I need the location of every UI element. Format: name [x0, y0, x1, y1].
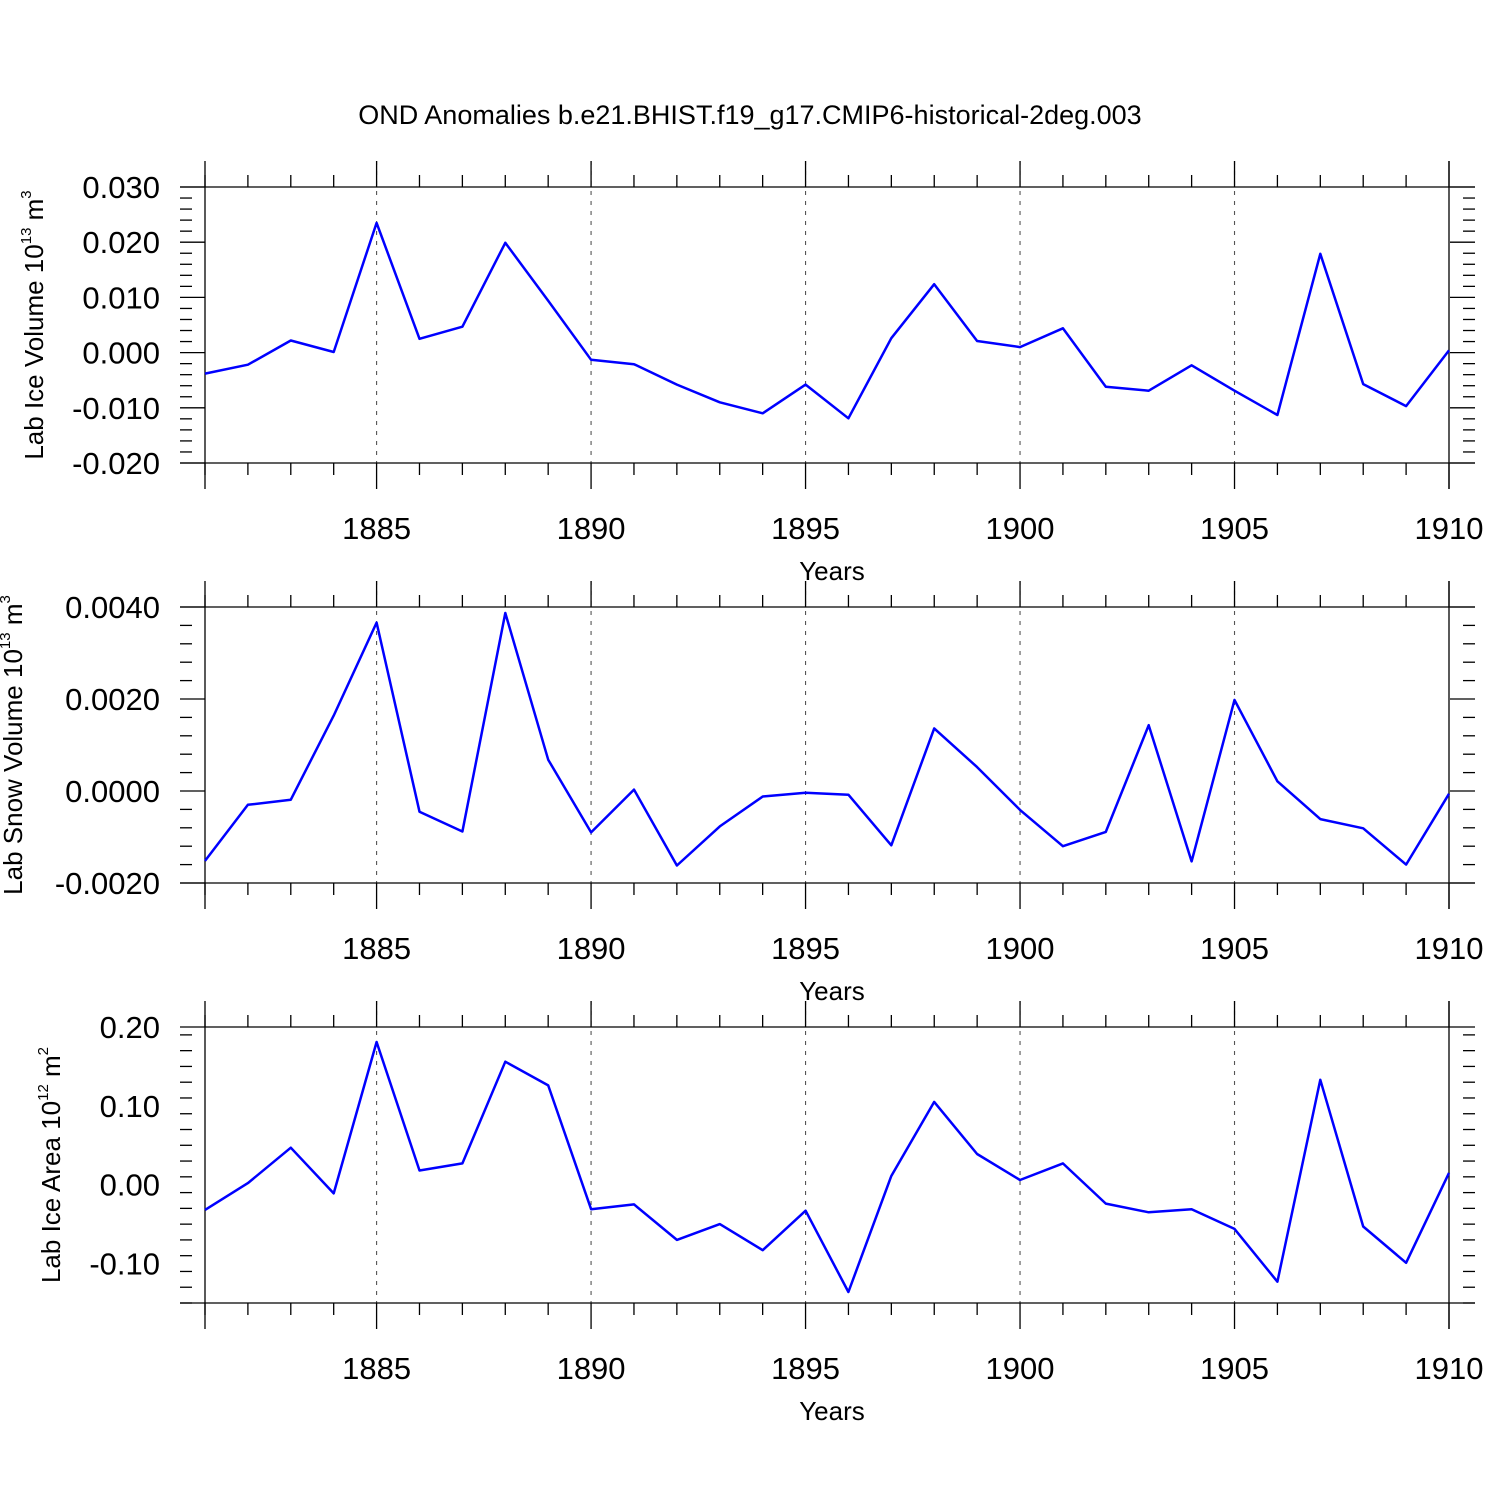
x-tick-label: 1895	[771, 1351, 840, 1386]
x-tick-label: 1885	[342, 1351, 411, 1386]
y-tick-label: 0.0020	[65, 682, 160, 717]
chart-panel-1: 0.030 0.020 0.010 0.000 -0.010 -0.020 1885 1890…	[18, 161, 1483, 586]
y-tick-label: 0.10	[100, 1089, 160, 1124]
y-tick-label: 0.00	[100, 1168, 160, 1203]
x-tick-label: 1890	[557, 511, 626, 546]
x-tick-label: 1895	[771, 511, 840, 546]
y-tick-label: 0.020	[82, 225, 160, 260]
x-tick-label: 1890	[557, 931, 626, 966]
y-tick-label: -0.0020	[55, 866, 160, 901]
series-line	[204, 221, 1450, 420]
y-tick-label: 0.0040	[65, 590, 160, 625]
y-axis-title: Lab Snow Volume 1013 m3	[0, 595, 28, 895]
x-tick-label: 1910	[1415, 931, 1484, 966]
x-tick-label: 1900	[986, 511, 1055, 546]
y-tick-label: 0.0000	[65, 774, 160, 809]
y-tick-label: 0.20	[100, 1010, 160, 1045]
x-tick-label: 1900	[986, 1351, 1055, 1386]
x-tick-label: 1910	[1415, 1351, 1484, 1386]
y-tick-label: -0.10	[89, 1247, 160, 1282]
chart-panel-2: 0.0040 0.0020 0.0000 -0.0020 1885 1890 1895 190…	[0, 581, 1483, 1006]
y-tick-label: 0.000	[82, 336, 160, 371]
y-tick-label: -0.020	[72, 446, 160, 481]
y-axis-title: Lab Ice Area 1012 m2	[35, 1047, 66, 1283]
y-tick-label: 0.010	[82, 280, 160, 315]
chart-title: OND Anomalies b.e21.BHIST.f19_g17.CMIP6-…	[358, 100, 1141, 130]
x-tick-label: 1895	[771, 931, 840, 966]
x-tick-label: 1905	[1200, 931, 1269, 966]
x-axis-title: Years	[799, 976, 865, 1006]
x-tick-label: 1910	[1415, 511, 1484, 546]
x-tick-label: 1885	[342, 931, 411, 966]
series-line	[204, 1040, 1451, 1294]
x-tick-label: 1905	[1200, 1351, 1269, 1386]
x-tick-label: 1890	[557, 1351, 626, 1386]
series-line	[204, 611, 1451, 867]
y-tick-label: -0.010	[72, 391, 160, 426]
chart-panel-3: 0.20 0.10 0.00 -0.10 1885 1890 1895 1900 1905 191…	[35, 1001, 1483, 1426]
x-tick-label: 1900	[986, 931, 1055, 966]
x-tick-label: 1885	[342, 511, 411, 546]
x-axis-title: Years	[799, 556, 865, 586]
y-axis-title: Lab Ice Volume 1013 m3	[18, 190, 49, 459]
x-tick-label: 1905	[1200, 511, 1269, 546]
x-axis-title: Years	[799, 1396, 865, 1426]
y-tick-label: 0.030	[82, 170, 160, 205]
chart-panels: 0.030 0.020 0.010 0.000 -0.010 -0.020 1885 1890…	[0, 161, 1483, 1426]
